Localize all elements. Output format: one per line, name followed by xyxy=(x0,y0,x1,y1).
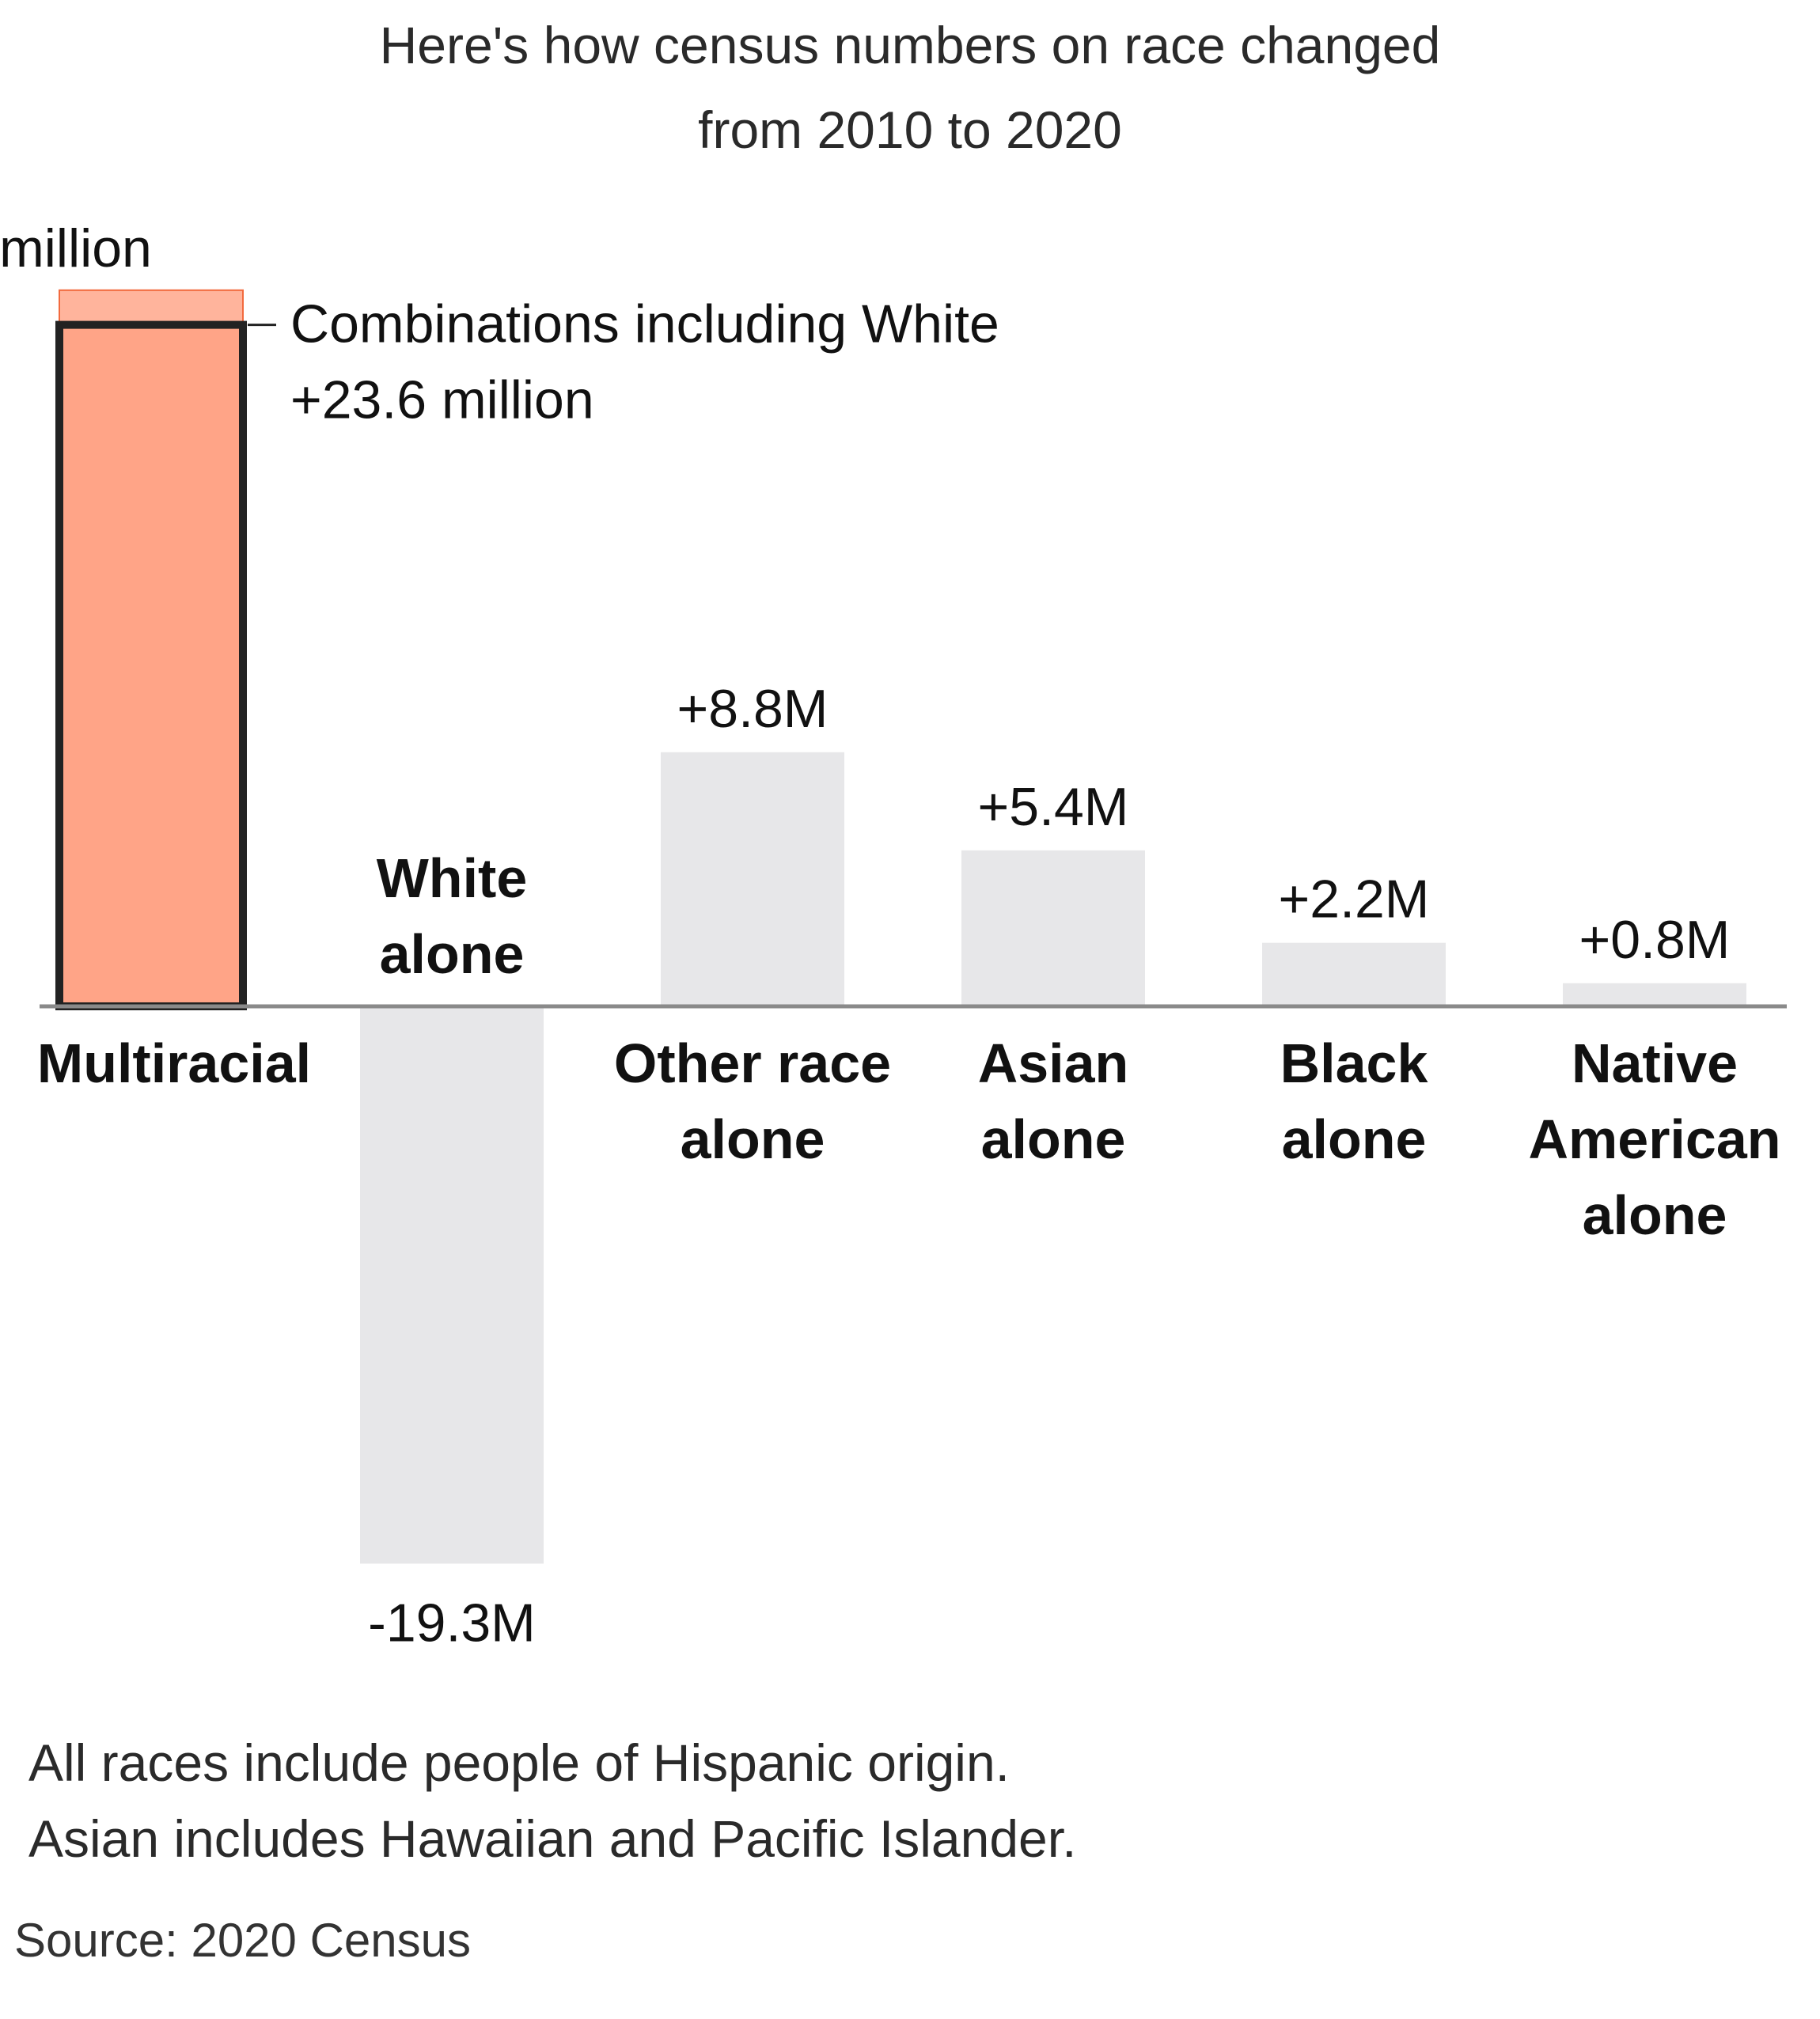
category-label-native-american-alone-line-2: American xyxy=(1528,1108,1780,1170)
category-label-white-alone-line-2: alone xyxy=(380,923,525,985)
category-label-native-american-alone-line-3: alone xyxy=(1583,1184,1727,1246)
annotation-combinations-including-white: Combinations including White xyxy=(290,294,999,354)
labels-layer: +24.8 million Combinations including Whit… xyxy=(0,218,1781,1653)
bars-layer xyxy=(55,289,1746,1564)
footnotes: All races include people of Hispanic ori… xyxy=(28,1725,1076,1877)
source-note: Source: 2020 Census xyxy=(14,1914,472,1967)
category-label-asian-alone-line-2: alone xyxy=(981,1108,1126,1170)
value-label-black-alone: +2.2M xyxy=(1279,869,1430,930)
category-label-asian-alone-line-1: Asian xyxy=(978,1032,1129,1094)
bar-black-alone xyxy=(1262,942,1446,1006)
footnote-hispanic: All races include people of Hispanic ori… xyxy=(28,1733,1010,1792)
value-label-native-american-alone: +0.8M xyxy=(1579,910,1731,970)
value-label-white-alone: -19.3M xyxy=(368,1593,536,1653)
category-label-other-race-alone-line-2: alone xyxy=(681,1108,825,1170)
category-label-black-alone-line-2: alone xyxy=(1282,1108,1427,1170)
value-label-multiracial: +24.8 million xyxy=(0,218,152,278)
chart-title: Here's how census numbers on race change… xyxy=(380,16,1441,159)
chart-title-line-2: from 2010 to 2020 xyxy=(698,100,1122,159)
bar-asian-alone xyxy=(961,850,1145,1006)
bar-native-american-alone xyxy=(1563,983,1746,1006)
category-label-native-american-alone-line-1: Native xyxy=(1572,1032,1738,1094)
value-label-asian-alone: +5.4M xyxy=(978,777,1129,837)
chart-title-line-1: Here's how census numbers on race change… xyxy=(380,16,1441,74)
bar-other-race-alone xyxy=(661,752,844,1006)
category-label-black-alone-line-1: Black xyxy=(1280,1032,1428,1094)
footnote-asian: Asian includes Hawaiian and Pacific Isla… xyxy=(28,1809,1077,1868)
category-label-white-alone-line-1: White xyxy=(377,847,528,909)
bar-multiracial-other-combinations xyxy=(59,289,244,326)
bar-multiracial-including-white xyxy=(55,320,247,1011)
annotation-including-white-value: +23.6 million xyxy=(290,370,594,430)
category-label-other-race-alone-line-1: Other race xyxy=(614,1032,891,1094)
category-label-multiracial-line-1: Multiracial xyxy=(37,1032,311,1094)
value-label-other-race-alone: +8.8M xyxy=(677,679,828,739)
bar-white-alone xyxy=(360,1006,544,1564)
